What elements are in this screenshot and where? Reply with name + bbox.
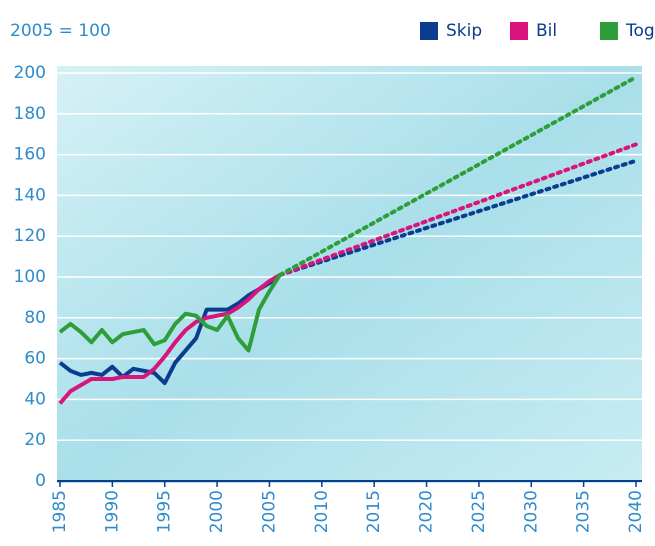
line-actual (58, 273, 282, 353)
legend-label: Skip (446, 21, 482, 41)
x-tick-label: 2010 (312, 490, 332, 533)
line-actual (58, 273, 282, 386)
x-tick-label: 2025 (469, 490, 489, 533)
line-actual (58, 273, 281, 405)
x-tick-label: 2020 (417, 490, 437, 533)
x-tick-label: 2005 (259, 490, 279, 533)
x-tick-label: 2030 (521, 490, 541, 533)
y-tick-label: 20 (24, 430, 46, 450)
y-tick-label: 80 (24, 308, 46, 328)
x-tick-label: 1990 (102, 490, 122, 533)
legend-swatch (510, 22, 528, 40)
plot-background (57, 66, 642, 483)
x-tick-label: 1995 (155, 490, 175, 533)
legend-label: Tog (625, 21, 655, 41)
y-tick-label: 0 (35, 471, 46, 491)
line-projection (277, 142, 638, 277)
legend-swatch (600, 22, 618, 40)
chart-title: 2005 = 100 (10, 21, 111, 41)
legend: Skip Bil Tog (420, 21, 655, 41)
y-tick-label: 160 (14, 145, 46, 165)
legend-swatch (420, 22, 438, 40)
x-tick-label: 1985 (50, 490, 70, 533)
x-tick-label: 2035 (574, 490, 594, 533)
y-tick-label: 40 (24, 389, 46, 409)
y-tick-label: 60 (24, 349, 46, 369)
y-tick-label: 180 (14, 104, 46, 124)
y-tick-label: 100 (14, 267, 46, 287)
y-tick-label: 200 (14, 63, 46, 83)
legend-label: Bil (536, 21, 557, 41)
y-tick-label: 140 (14, 185, 46, 205)
y-tick-label: 120 (14, 226, 46, 246)
line-projection (277, 75, 638, 277)
x-tick-label: 2015 (364, 490, 384, 533)
line-projection (277, 158, 638, 277)
x-tick-label: 2000 (207, 490, 227, 533)
x-tick-label: 2040 (626, 490, 646, 533)
